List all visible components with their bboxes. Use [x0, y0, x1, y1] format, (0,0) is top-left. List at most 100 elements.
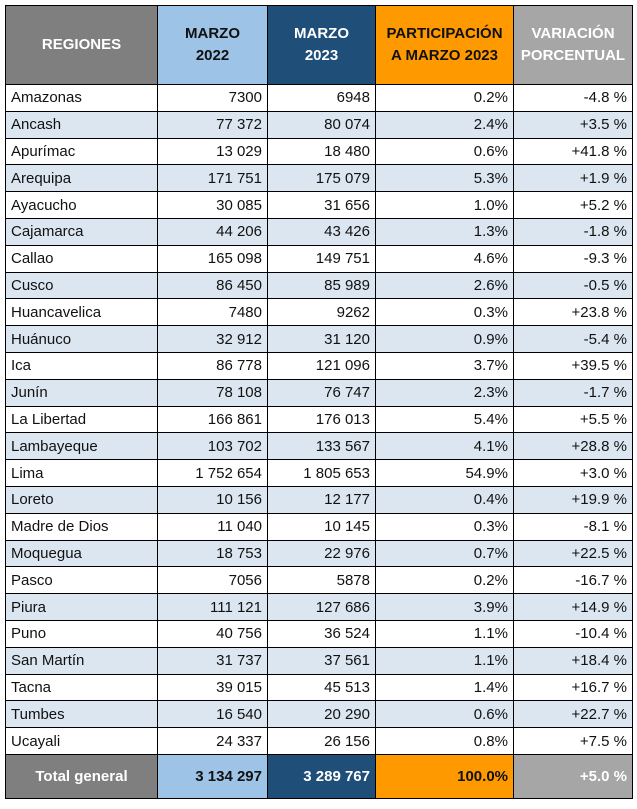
marzo-2023-value: 18 480	[267, 137, 376, 166]
marzo-2022-value: 18 753	[157, 539, 268, 568]
participacion-value: 0.3%	[375, 512, 514, 541]
region-name: Loreto	[5, 485, 158, 514]
variacion-value: +5.5 %	[513, 405, 633, 434]
total-marzo-2022: 3 134 297	[157, 753, 268, 799]
region-name: Cusco	[5, 271, 158, 300]
participacion-value: 4.1%	[375, 432, 514, 461]
table-row: Junín 78 108 76 747 2.3% -1.7 %	[5, 378, 633, 407]
marzo-2022-value: 31 737	[157, 646, 268, 675]
marzo-2022-value: 7300	[157, 84, 268, 112]
marzo-2022-value: 40 756	[157, 619, 268, 648]
table-row: Amazonas 7300 6948 0.2% -4.8 %	[5, 84, 633, 112]
variacion-value: -5.4 %	[513, 325, 633, 353]
header-label: A MARZO 2023	[391, 47, 498, 64]
variacion-value: +5.2 %	[513, 191, 633, 219]
variacion-value: +28.8 %	[513, 432, 633, 461]
variacion-value: +18.4 %	[513, 646, 633, 675]
marzo-2023-value: 31 120	[267, 325, 376, 353]
header-row: REGIONES MARZO 2022 MARZO 2023 PARTICIPACI…	[5, 5, 633, 85]
participacion-value: 0.2%	[375, 566, 514, 595]
marzo-2023-value: 31 656	[267, 191, 376, 219]
marzo-2023-value: 176 013	[267, 405, 376, 434]
marzo-2022-value: 13 029	[157, 137, 268, 166]
table-row: Arequipa 171 751 175 079 5.3% +1.9 %	[5, 164, 633, 193]
variacion-value: +3.0 %	[513, 459, 633, 487]
region-name: Piura	[5, 593, 158, 621]
total-variacion: +5.0 %	[513, 753, 633, 799]
region-name: Apurímac	[5, 137, 158, 166]
region-name: Lima	[5, 459, 158, 487]
variacion-value: +39.5 %	[513, 351, 633, 380]
table-row: Lambayeque 103 702 133 567 4.1% +28.8 %	[5, 432, 633, 461]
marzo-2023-value: 5878	[267, 566, 376, 595]
marzo-2022-value: 103 702	[157, 432, 268, 461]
table-row: Tumbes 16 540 20 290 0.6% +22.7 %	[5, 700, 633, 729]
participacion-value: 0.9%	[375, 325, 514, 353]
marzo-2023-value: 20 290	[267, 700, 376, 729]
region-name: Arequipa	[5, 164, 158, 193]
marzo-2022-value: 166 861	[157, 405, 268, 434]
region-name: Puno	[5, 619, 158, 648]
marzo-2022-value: 7056	[157, 566, 268, 595]
marzo-2022-value: 11 040	[157, 512, 268, 541]
table-row: Lima 1 752 654 1 805 653 54.9% +3.0 %	[5, 459, 633, 487]
header-label: PORCENTUAL	[520, 47, 626, 64]
table-row: Callao 165 098 149 751 4.6% -9.3 %	[5, 244, 633, 273]
header-label: REGIONES	[41, 36, 122, 53]
header-label: VARIACIÓN	[531, 25, 615, 42]
table-row: Cajamarca 44 206 43 426 1.3% -1.8 %	[5, 217, 633, 246]
variacion-value: +41.8 %	[513, 137, 633, 166]
region-name: San Martín	[5, 646, 158, 675]
table-row: Huánuco 32 912 31 120 0.9% -5.4 %	[5, 325, 633, 353]
participacion-value: 2.6%	[375, 271, 514, 300]
marzo-2022-value: 39 015	[157, 673, 268, 702]
total-row: Total general 3 134 297 3 289 767 100.0%…	[5, 753, 633, 799]
participacion-value: 54.9%	[375, 459, 514, 487]
marzo-2022-value: 7480	[157, 298, 268, 327]
marzo-2022-value: 1 752 654	[157, 459, 268, 487]
participacion-value: 1.3%	[375, 217, 514, 246]
marzo-2023-value: 127 686	[267, 593, 376, 621]
marzo-2022-value: 77 372	[157, 110, 268, 139]
table-row: Huancavelica 7480 9262 0.3% +23.8 %	[5, 298, 633, 327]
header-marzo-2023: MARZO 2023	[267, 5, 376, 85]
region-name: Pasco	[5, 566, 158, 595]
marzo-2022-value: 16 540	[157, 700, 268, 729]
marzo-2023-value: 12 177	[267, 485, 376, 514]
variacion-value: -4.8 %	[513, 84, 633, 112]
variacion-value: -0.5 %	[513, 271, 633, 300]
variacion-value: -16.7 %	[513, 566, 633, 595]
marzo-2023-value: 85 989	[267, 271, 376, 300]
table-body: Amazonas 7300 6948 0.2% -4.8 % Ancash 77 372 80…	[5, 84, 633, 755]
participacion-value: 0.3%	[375, 298, 514, 327]
marzo-2023-value: 9262	[267, 298, 376, 327]
participacion-value: 3.7%	[375, 351, 514, 380]
table-row: Ancash 77 372 80 074 2.4% +3.5 %	[5, 110, 633, 139]
participacion-value: 1.1%	[375, 646, 514, 675]
header-label: 2022	[195, 47, 230, 64]
variacion-value: -1.7 %	[513, 378, 633, 407]
participacion-value: 5.3%	[375, 164, 514, 193]
marzo-2022-value: 30 085	[157, 191, 268, 219]
participacion-value: 1.4%	[375, 673, 514, 702]
participacion-value: 2.4%	[375, 110, 514, 139]
marzo-2023-value: 22 976	[267, 539, 376, 568]
table-row: Madre de Dios 11 040 10 145 0.3% -8.1 %	[5, 512, 633, 541]
participacion-value: 0.8%	[375, 727, 514, 755]
table-row: Pasco 7056 5878 0.2% -16.7 %	[5, 566, 633, 595]
marzo-2022-value: 111 121	[157, 593, 268, 621]
region-name: Amazonas	[5, 84, 158, 112]
variacion-value: +16.7 %	[513, 673, 633, 702]
marzo-2022-value: 44 206	[157, 217, 268, 246]
table-row: Piura 111 121 127 686 3.9% +14.9 %	[5, 593, 633, 621]
participacion-value: 0.6%	[375, 137, 514, 166]
table-row: Puno 40 756 36 524 1.1% -10.4 %	[5, 619, 633, 648]
marzo-2022-value: 32 912	[157, 325, 268, 353]
variacion-value: -10.4 %	[513, 619, 633, 648]
table-row: Cusco 86 450 85 989 2.6% -0.5 %	[5, 271, 633, 300]
marzo-2023-value: 80 074	[267, 110, 376, 139]
region-name: Moquegua	[5, 539, 158, 568]
regions-table: REGIONES MARZO 2022 MARZO 2023 PARTICIPACI…	[5, 5, 633, 799]
marzo-2023-value: 37 561	[267, 646, 376, 675]
variacion-value: +14.9 %	[513, 593, 633, 621]
